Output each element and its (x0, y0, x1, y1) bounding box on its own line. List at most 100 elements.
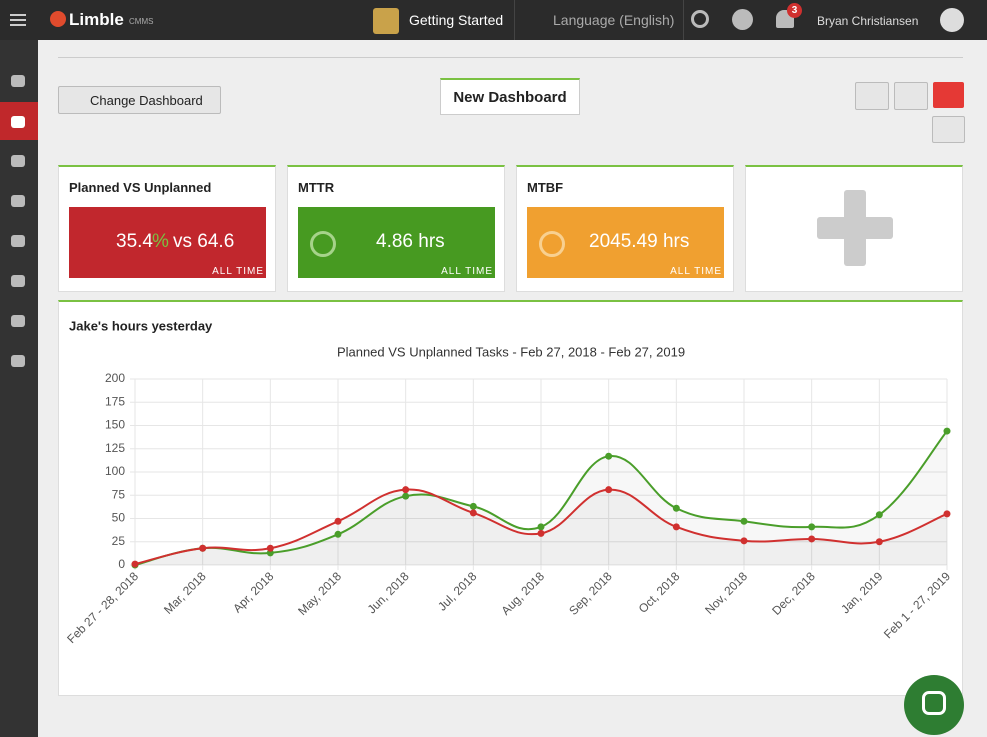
sidebar (0, 40, 38, 737)
brand: Limble (69, 10, 124, 29)
data-point (740, 537, 748, 545)
widget-footer: ALL TIME (212, 266, 264, 277)
change-dashboard-button[interactable]: Change Dashboard (58, 86, 221, 114)
share-button[interactable] (855, 82, 889, 110)
data-point (808, 523, 816, 531)
add-widget-card[interactable] (745, 165, 963, 292)
getting-started[interactable]: Getting Started (409, 12, 504, 28)
y-tick-label: 0 (118, 557, 125, 571)
data-point (943, 427, 951, 435)
panel-title: Jake's hours yesterday (69, 318, 213, 333)
dashboard-name[interactable]: New Dashboard (440, 78, 580, 115)
divider (58, 57, 963, 58)
y-tick-label: 200 (105, 371, 125, 385)
widget-box: 4.86 hrs ALL TIME (298, 207, 495, 278)
nav-icon[interactable] (11, 315, 25, 327)
y-tick-label: 150 (105, 418, 125, 432)
x-tick-label: May, 2018 (295, 569, 344, 618)
widget-title: Planned VS Unplanned (69, 180, 212, 195)
nav-icon[interactable] (11, 75, 25, 87)
widget-box: 35.4 % vs 64.6 ALL TIME (69, 207, 266, 278)
nav-icon[interactable] (11, 195, 25, 207)
data-point (469, 509, 477, 517)
data-point (334, 517, 342, 525)
getting-started-icon (373, 8, 399, 34)
widget-value: 2045.49 hrs (589, 231, 690, 252)
brand-suffix: CMMS (129, 17, 154, 26)
widget-title: MTBF (527, 180, 564, 195)
clock-icon (310, 231, 336, 257)
data-point (199, 544, 207, 552)
avatar[interactable] (940, 8, 964, 32)
nav-icon[interactable] (11, 235, 25, 247)
data-point (402, 486, 410, 494)
x-tick-label: Oct, 2018 (636, 569, 683, 616)
copy-button[interactable] (894, 82, 928, 110)
x-tick-label: Mar, 2018 (161, 569, 209, 617)
data-point (875, 538, 883, 546)
language[interactable]: Language (English) (553, 12, 675, 28)
x-tick-label: Apr, 2018 (230, 569, 276, 615)
data-point (875, 511, 883, 519)
x-tick-label: Nov, 2018 (702, 569, 750, 617)
x-tick-label: Jul, 2018 (435, 569, 480, 614)
widget-suffix: vs 64.6 (173, 231, 235, 252)
data-point (740, 517, 748, 525)
x-tick-label: Aug, 2018 (499, 569, 548, 618)
nav-icon[interactable] (11, 355, 25, 367)
plus-v (844, 190, 866, 266)
widget-card: MTTR 4.86 hrs ALL TIME (287, 165, 505, 292)
data-point (605, 452, 613, 460)
data-point (943, 510, 951, 518)
data-point (469, 502, 477, 510)
help-icon[interactable] (732, 9, 753, 30)
widget-title: MTTR (298, 180, 335, 195)
print-button[interactable] (932, 116, 965, 143)
chat-icon (922, 691, 946, 715)
x-tick-label: Dec, 2018 (769, 569, 818, 618)
widget-card: Planned VS Unplanned 35.4 % vs 64.6 ALL … (58, 165, 276, 292)
data-point (402, 492, 410, 500)
widget-footer: ALL TIME (441, 266, 493, 277)
x-tick-label: Jun, 2018 (365, 569, 412, 616)
y-tick-label: 50 (112, 511, 126, 525)
widget-value: 4.86 hrs (376, 231, 445, 252)
data-point (605, 486, 613, 494)
menu-icon[interactable] (10, 14, 26, 16)
y-tick-label: 25 (112, 534, 126, 548)
y-tick-label: 175 (105, 394, 125, 408)
language-cell (514, 0, 684, 40)
data-point (537, 523, 545, 531)
x-tick-label: Jan, 2019 (838, 569, 885, 616)
button-label: Change Dashboard (90, 93, 203, 108)
refresh-icon[interactable] (691, 10, 709, 28)
widget-unit: % (152, 231, 169, 252)
user-name[interactable]: Bryan Christiansen (817, 14, 919, 28)
top-bar: Limble CMMS Getting Started Language (En… (0, 0, 987, 40)
chat-button[interactable] (904, 675, 964, 735)
data-point (672, 504, 680, 512)
delete-button[interactable] (933, 82, 964, 108)
notification-count: 3 (787, 3, 802, 18)
x-tick-label: Feb 27 - 28, 2018 (64, 569, 141, 646)
data-point (672, 523, 680, 531)
data-point (334, 530, 342, 538)
nav-icon[interactable] (11, 116, 25, 128)
logo (50, 11, 66, 27)
data-point (131, 560, 139, 568)
y-tick-label: 125 (105, 441, 125, 455)
data-point (537, 529, 545, 537)
widget-card: MTBF 2045.49 hrs ALL TIME (516, 165, 734, 292)
x-tick-label: Feb 1 - 27, 2019 (881, 569, 953, 641)
widget-footer: ALL TIME (670, 266, 722, 277)
widget-box: 2045.49 hrs ALL TIME (527, 207, 724, 278)
widget-value: 35.4 (116, 231, 153, 252)
chart-card: Jake's hours yesterday Planned VS Unplan… (58, 300, 963, 696)
nav-icon[interactable] (11, 275, 25, 287)
y-tick-label: 100 (105, 464, 125, 478)
chart: Jake's hours yesterday Planned VS Unplan… (64, 318, 953, 646)
clock-icon (539, 231, 565, 257)
nav-icon[interactable] (11, 155, 25, 167)
data-point (808, 535, 816, 543)
